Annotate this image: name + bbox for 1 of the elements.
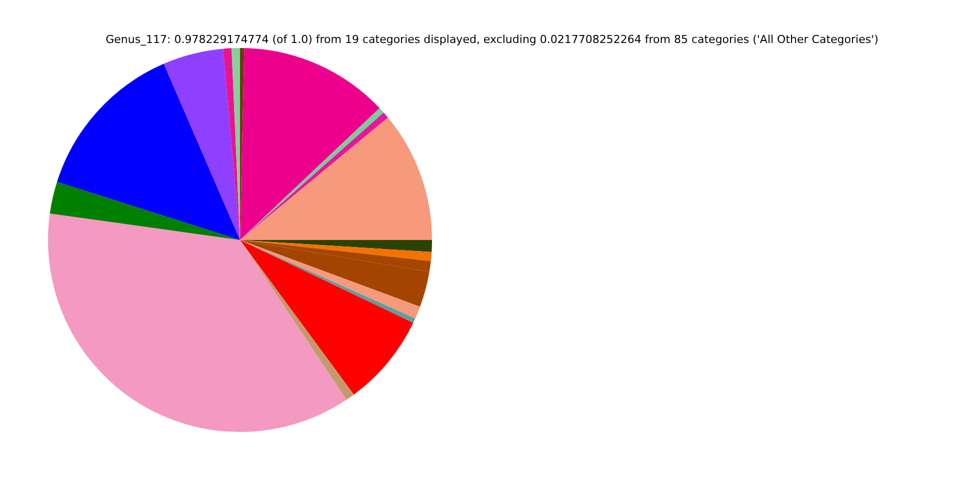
text: Genus_117: 0.978229174774 (of 1.0) from 19 categories displayed, excluding 0.0217708252264 from 85 categories ('All Other Categories') [104,33,880,46]
